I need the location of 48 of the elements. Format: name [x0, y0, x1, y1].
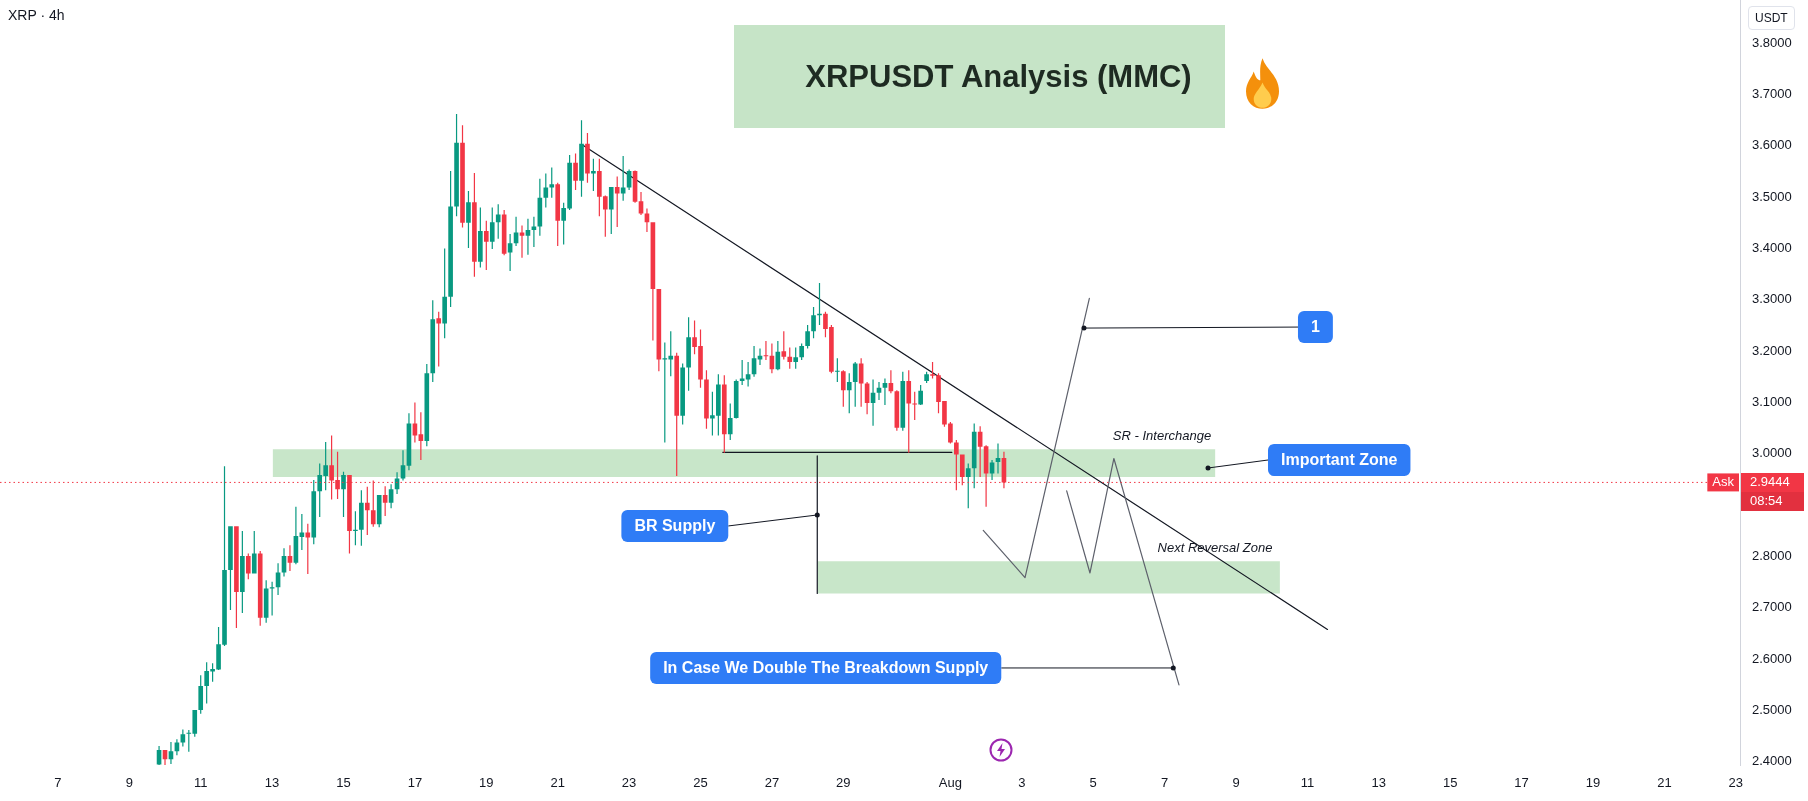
x-tick-label: 7 [1160, 775, 1169, 791]
x-tick-label: 17 [407, 775, 423, 791]
y-tick-label: 3.7000 [1752, 86, 1792, 102]
x-tick-label: 7 [54, 775, 62, 791]
x-tick-label: 13 [1371, 775, 1387, 791]
y-tick-label: 3.4000 [1752, 240, 1792, 256]
annotation: SR - Interchange [1112, 427, 1212, 443]
y-axis-title: USDT [1748, 6, 1795, 30]
x-tick-label: 19 [479, 775, 494, 791]
annotation: BR Supply [634, 517, 716, 535]
y-tick-label: 3.6000 [1752, 137, 1792, 153]
x-tick-label: Aug [938, 775, 962, 791]
x-tick-label: 29 [836, 775, 851, 791]
x-tick-label: 3 [1018, 775, 1026, 791]
y-tick-label: 3.2000 [1752, 342, 1792, 358]
x-tick-label: 21 [1657, 775, 1672, 791]
annotation: Important Zone [1281, 451, 1398, 469]
x-tick-label: 23 [1728, 775, 1744, 791]
x-tick-label: 17 [1514, 775, 1529, 791]
y-tick-label: 2.6000 [1752, 650, 1792, 666]
y-tick-label: 3.0000 [1752, 445, 1792, 461]
x-tick-label: 19 [1585, 775, 1601, 791]
x-tick-label: 5 [1089, 775, 1097, 791]
annotation: 1 [1310, 318, 1320, 336]
y-tick-label: 3.1000 [1752, 394, 1792, 410]
x-tick-label: 9 [1232, 775, 1240, 791]
x-tick-label: 13 [264, 775, 280, 791]
x-tick-label: 11 [1300, 775, 1315, 791]
y-tick-label: 2.4000 [1752, 753, 1792, 769]
y-tick-label: 2.7000 [1752, 599, 1792, 615]
text: XRP · 4h [8, 7, 65, 23]
x-tick-label: 11 [193, 775, 208, 791]
y-tick-label: 3.3000 [1752, 291, 1792, 307]
x-tick-label: 23 [621, 775, 637, 791]
y-tick-label: 3.5000 [1752, 188, 1792, 204]
x-tick-label: 15 [336, 775, 351, 791]
ref-line-label: Ask [1712, 474, 1735, 490]
y-tick-label: 2.8000 [1752, 548, 1792, 564]
y-tick-label: 2.5000 [1752, 702, 1792, 718]
x-tick-label: 27 [764, 775, 780, 791]
text: 2.9444 [1750, 474, 1790, 490]
x-tick-label: 21 [550, 775, 565, 791]
text: 08:54 [1750, 493, 1783, 509]
y-tick-label: 3.8000 [1752, 34, 1792, 50]
x-tick-label: 15 [1442, 775, 1458, 791]
annotation: In Case We Double The Breakdown Supply [663, 659, 989, 677]
x-tick-label: 9 [125, 775, 133, 791]
x-tick-label: 25 [693, 775, 708, 791]
